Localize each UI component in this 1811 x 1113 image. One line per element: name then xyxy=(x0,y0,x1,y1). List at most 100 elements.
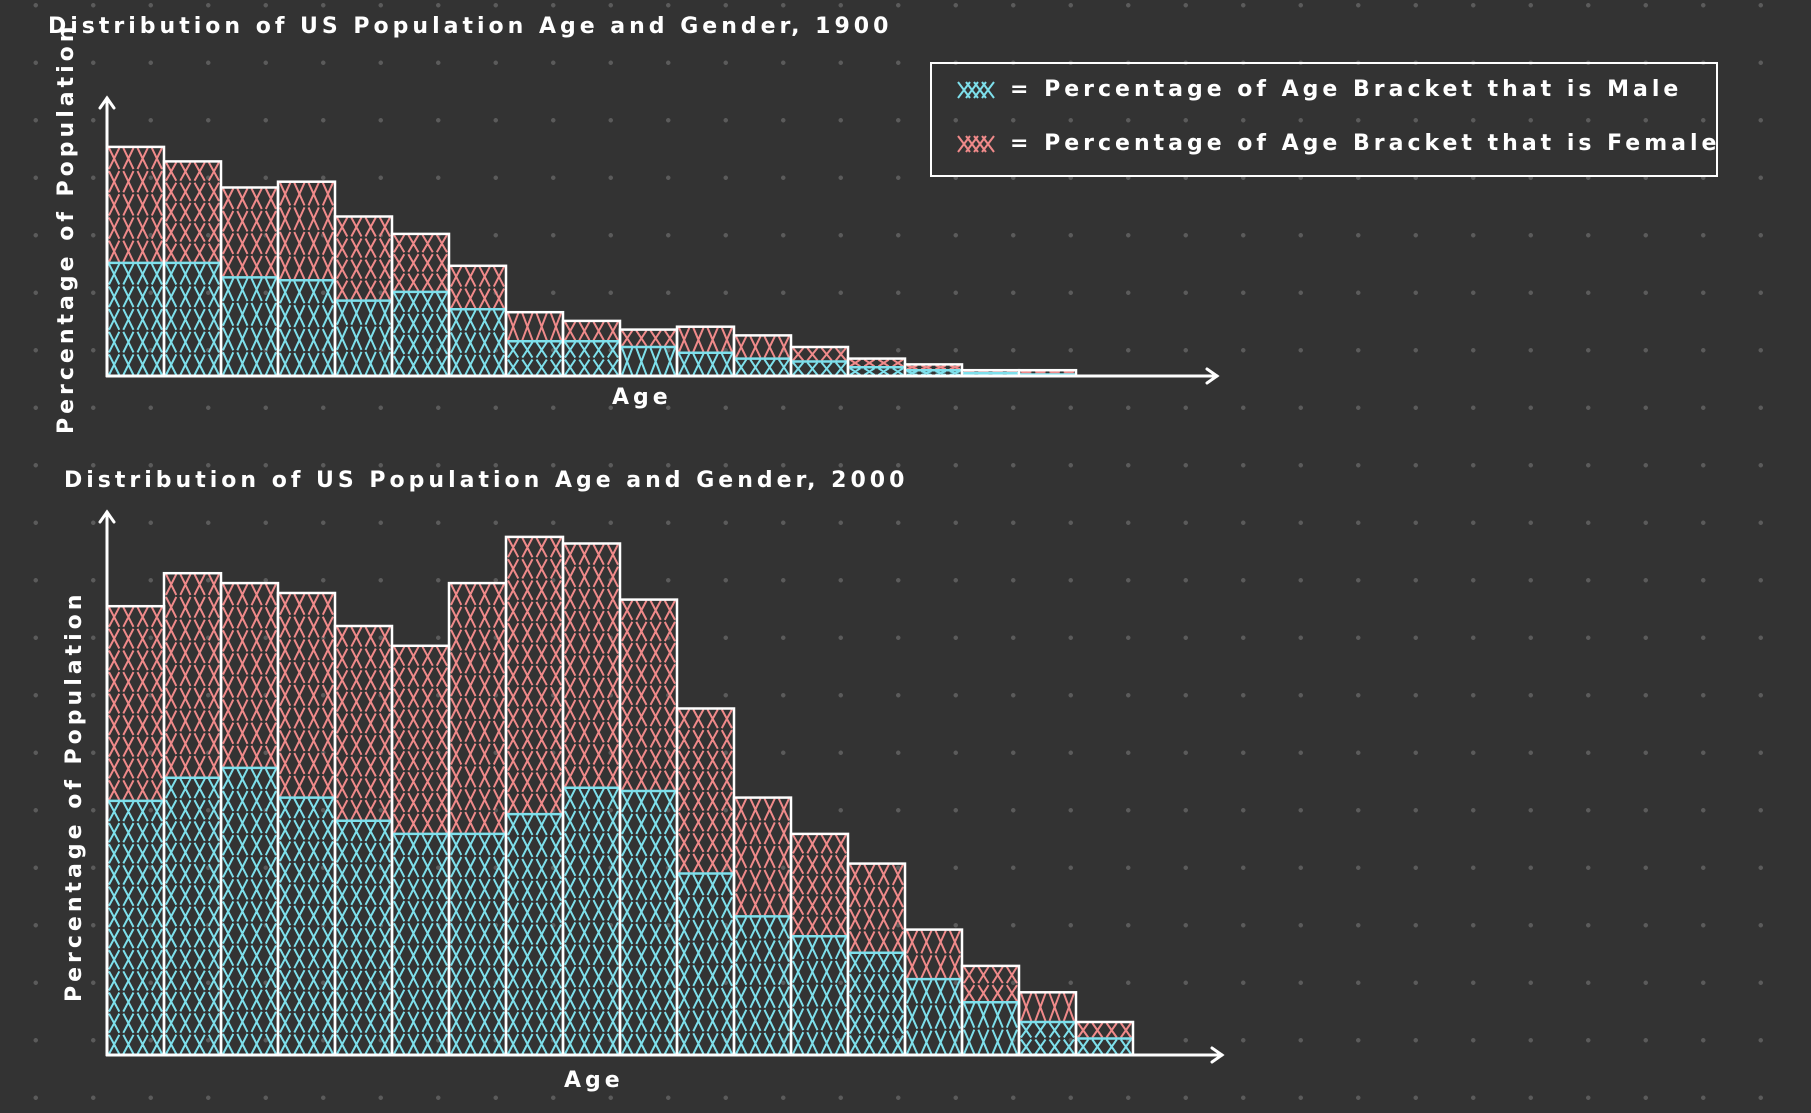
chart-title-1900: Distribution of US Population Age and Ge… xyxy=(48,14,893,39)
legend: = Percentage of Age Bracket that is Male… xyxy=(930,62,1718,177)
male-bar-hatch-2000 xyxy=(336,821,391,1055)
female-bar-hatch-2000 xyxy=(450,583,505,834)
bar-group-2000-15 xyxy=(960,964,1021,1057)
female-hatch-swatch-lines xyxy=(957,135,995,153)
male-bar-hatch-1900 xyxy=(393,292,448,376)
bar-group-2000-6 xyxy=(447,581,508,1057)
male-bar-hatch-2000 xyxy=(450,834,505,1055)
male-bar-hatch-2000 xyxy=(165,778,220,1055)
y-axis-arrow-1900 xyxy=(98,95,116,110)
legend-label-male: = Percentage of Age Bracket that is Male xyxy=(1010,76,1683,102)
male-bar-hatch-1900 xyxy=(735,359,790,376)
female-bar-hatch-1900 xyxy=(507,312,562,341)
bar-group-2000-13 xyxy=(846,862,907,1057)
bar-outline-2000 xyxy=(276,591,337,1057)
male-bar-hatch-1900 xyxy=(792,361,847,376)
male-bar-hatch-2000 xyxy=(735,916,790,1055)
x-axis-arrow-1900 xyxy=(1205,367,1220,385)
male-bar-hatch-2000 xyxy=(963,1002,1018,1055)
male-bar-hatch-2000 xyxy=(564,788,619,1055)
female-bar-hatch-1900 xyxy=(222,188,277,277)
x-axis-label-1900: Age xyxy=(612,385,672,410)
male-bar-hatch-1900 xyxy=(906,370,961,376)
male-bar-hatch-2000 xyxy=(222,768,277,1055)
bar-group-2000-17 xyxy=(1074,1020,1135,1057)
male-bar-hatch-2000 xyxy=(792,936,847,1055)
legend-item-female: = Percentage of Age Bracket that is Fema… xyxy=(956,130,1720,156)
female-bar-hatch-2000 xyxy=(735,798,790,916)
bar-group-2000-12 xyxy=(789,832,850,1057)
male-bar-hatch-2000 xyxy=(849,953,904,1055)
bar-group-2000-10 xyxy=(675,707,736,1057)
female-bar-hatch-2000 xyxy=(1020,992,1075,1022)
bar-group-2000-9 xyxy=(618,598,679,1057)
female-bar-hatch-2000 xyxy=(279,593,334,798)
bar-outline-2000 xyxy=(333,624,394,1057)
female-bar-hatch-2000 xyxy=(1077,1022,1132,1039)
male-bar-hatch-1900 xyxy=(108,263,163,376)
female-bar-hatch-2000 xyxy=(165,573,220,778)
female-bar-hatch-1900 xyxy=(1020,370,1075,375)
male-bar-hatch-2000 xyxy=(507,814,562,1055)
bar-group-2000-2 xyxy=(219,581,280,1057)
female-bar-hatch-1900 xyxy=(279,182,334,280)
bar-group-2000-0 xyxy=(105,604,166,1057)
male-bar-hatch-2000 xyxy=(108,801,163,1055)
female-bar-hatch-1900 xyxy=(849,358,904,368)
female-hatch-swatch xyxy=(956,130,996,156)
female-bar-hatch-2000 xyxy=(393,646,448,834)
x-axis-arrow-2000 xyxy=(1210,1046,1225,1064)
female-bar-hatch-2000 xyxy=(849,864,904,953)
male-bar-hatch-1900 xyxy=(849,367,904,376)
female-bar-hatch-2000 xyxy=(564,544,619,788)
female-bar-hatch-1900 xyxy=(678,327,733,353)
y-axis-arrow-2000 xyxy=(98,509,116,524)
bar-outline-2000 xyxy=(390,644,451,1057)
female-bar-hatch-1900 xyxy=(564,321,619,341)
female-bar-hatch-2000 xyxy=(108,606,163,801)
chart-title-2000: Distribution of US Population Age and Ge… xyxy=(64,468,909,493)
bar-group-2000-8 xyxy=(561,542,622,1057)
bar-group-2000-16 xyxy=(1017,991,1078,1057)
female-bar-hatch-1900 xyxy=(963,370,1018,374)
male-bar-hatch-2000 xyxy=(621,791,676,1055)
male-bar-hatch-2000 xyxy=(678,874,733,1055)
female-bar-hatch-1900 xyxy=(792,347,847,362)
bar-group-2000-4 xyxy=(333,624,394,1057)
male-bar-hatch-2000 xyxy=(1077,1038,1132,1055)
female-bar-hatch-1900 xyxy=(108,147,163,263)
male-bar-hatch-1900 xyxy=(450,309,505,376)
male-bar-hatch-1900 xyxy=(279,280,334,376)
bar-group-2000-11 xyxy=(732,796,793,1057)
bar-outline-2000 xyxy=(903,928,964,1057)
legend-item-male: = Percentage of Age Bracket that is Male xyxy=(956,76,1682,102)
male-bar-hatch-1900 xyxy=(222,277,277,376)
female-bar-hatch-2000 xyxy=(507,537,562,814)
female-bar-hatch-2000 xyxy=(336,626,391,821)
female-bar-hatch-1900 xyxy=(450,266,505,309)
male-hatch-swatch-lines xyxy=(957,81,995,99)
male-bar-hatch-1900 xyxy=(165,263,220,376)
male-bar-hatch-2000 xyxy=(1020,1022,1075,1055)
bar-group-2000-14 xyxy=(903,928,964,1057)
female-bar-hatch-1900 xyxy=(906,364,961,371)
male-bar-hatch-2000 xyxy=(906,979,961,1055)
female-bar-hatch-1900 xyxy=(165,161,220,263)
female-bar-hatch-2000 xyxy=(906,930,961,979)
male-bar-hatch-1900 xyxy=(621,347,676,376)
bar-group-2000-1 xyxy=(162,571,223,1057)
x-axis-label-2000: Age xyxy=(564,1068,624,1093)
female-bar-hatch-1900 xyxy=(336,217,391,301)
male-bar-hatch-1900 xyxy=(336,301,391,376)
female-bar-hatch-2000 xyxy=(792,834,847,936)
male-bar-hatch-1900 xyxy=(507,341,562,376)
female-bar-hatch-1900 xyxy=(735,335,790,359)
female-bar-hatch-1900 xyxy=(393,234,448,292)
male-bar-hatch-2000 xyxy=(393,834,448,1055)
male-bar-hatch-2000 xyxy=(279,798,334,1055)
female-bar-hatch-2000 xyxy=(678,709,733,873)
male-bar-hatch-1900 xyxy=(564,341,619,376)
